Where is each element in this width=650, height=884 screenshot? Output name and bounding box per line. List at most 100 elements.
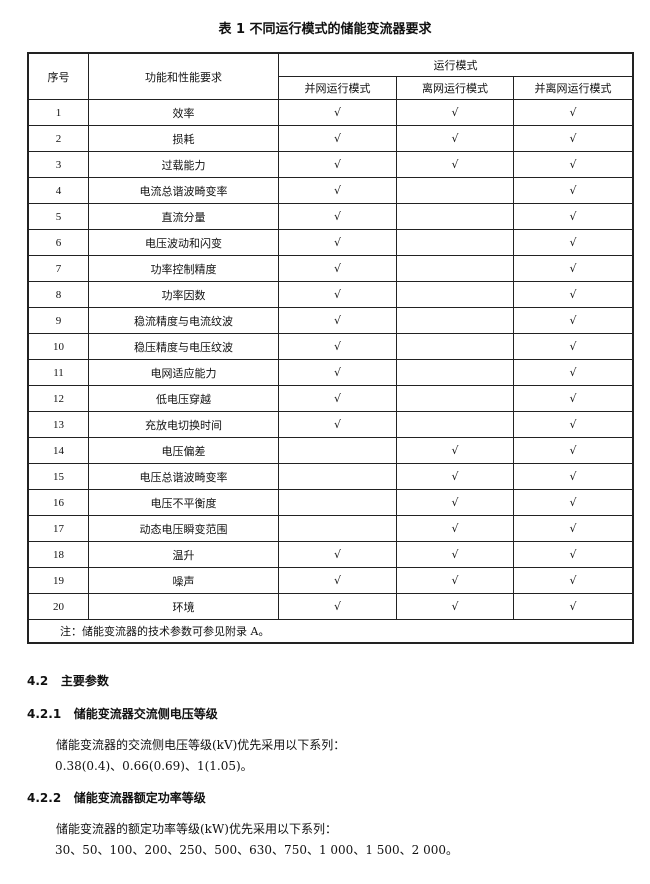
check-mark-cell: √ bbox=[513, 541, 634, 568]
cell-seq: 11 bbox=[27, 359, 89, 386]
check-mark-cell: √ bbox=[396, 541, 514, 568]
cell-seq: 18 bbox=[27, 541, 89, 568]
empty-cell bbox=[396, 385, 514, 412]
cell-requirement: 电流总谐波畸变率 bbox=[88, 177, 279, 204]
empty-cell bbox=[396, 359, 514, 386]
note-row: 注：储能变流器的技术参数可参见附录 A。 bbox=[27, 619, 634, 644]
check-mark-cell: √ bbox=[278, 151, 397, 178]
empty-cell bbox=[396, 177, 514, 204]
cell-requirement: 环境 bbox=[88, 593, 279, 620]
check-mark-cell: √ bbox=[396, 593, 514, 620]
cell-requirement: 功率因数 bbox=[88, 281, 279, 308]
check-mark-cell: √ bbox=[396, 151, 514, 178]
check-mark-cell: √ bbox=[513, 411, 634, 438]
cell-requirement: 过载能力 bbox=[88, 151, 279, 178]
check-mark-cell: √ bbox=[513, 151, 634, 178]
check-mark-cell: √ bbox=[278, 281, 397, 308]
section-4-2-1-heading: 4.2.1 储能变流器交流侧电压等级 bbox=[27, 705, 218, 722]
check-mark-cell: √ bbox=[513, 489, 634, 516]
check-mark-cell: √ bbox=[278, 99, 397, 126]
table-row: 17 动态电压瞬变范围 √ √ bbox=[27, 515, 634, 542]
check-mark-cell: √ bbox=[396, 515, 514, 542]
cell-seq: 1 bbox=[27, 99, 89, 126]
check-mark-cell: √ bbox=[278, 229, 397, 256]
cell-seq: 14 bbox=[27, 437, 89, 464]
header-mode-group: 运行模式 bbox=[278, 52, 634, 77]
section-number: 4.2.2 bbox=[27, 791, 62, 805]
cell-seq: 16 bbox=[27, 489, 89, 516]
check-mark-cell: √ bbox=[513, 567, 634, 594]
check-mark-cell: √ bbox=[278, 255, 397, 282]
empty-cell bbox=[396, 229, 514, 256]
cell-seq: 3 bbox=[27, 151, 89, 178]
header-mode-both: 并离网运行模式 bbox=[513, 76, 634, 100]
cell-seq: 8 bbox=[27, 281, 89, 308]
table-row: 2 损耗 √ √ √ bbox=[27, 125, 634, 152]
table-row: 10 稳压精度与电压纹波 √ √ bbox=[27, 333, 634, 360]
check-mark-cell: √ bbox=[513, 307, 634, 334]
empty-cell bbox=[396, 255, 514, 282]
table-title: 表 1 不同运行模式的储能变流器要求 bbox=[218, 22, 432, 37]
cell-seq: 6 bbox=[27, 229, 89, 256]
section-4-2-1-values: 0.38(0.4)、0.66(0.69)、1(1.05)。 bbox=[55, 759, 253, 773]
section-title: 储能变流器交流侧电压等级 bbox=[73, 707, 218, 721]
header-mode-offgrid: 离网运行模式 bbox=[396, 76, 514, 100]
table-row: 4 电流总谐波畸变率 √ √ bbox=[27, 177, 634, 204]
cell-requirement: 温升 bbox=[88, 541, 279, 568]
table-row: 16 电压不平衡度 √ √ bbox=[27, 489, 634, 516]
check-mark-cell: √ bbox=[396, 463, 514, 490]
cell-seq: 12 bbox=[27, 385, 89, 412]
check-mark-cell: √ bbox=[278, 567, 397, 594]
table-row: 18 温升 √ √ √ bbox=[27, 541, 634, 568]
table-row: 19 噪声 √ √ √ bbox=[27, 567, 634, 594]
table-row: 11 电网适应能力 √ √ bbox=[27, 359, 634, 386]
section-number: 4.2.1 bbox=[27, 707, 62, 721]
cell-seq: 4 bbox=[27, 177, 89, 204]
check-mark-cell: √ bbox=[396, 125, 514, 152]
section-title: 主要参数 bbox=[60, 674, 109, 688]
cell-requirement: 功率控制精度 bbox=[88, 255, 279, 282]
section-number: 4.2 bbox=[27, 674, 49, 688]
header-seq: 序号 bbox=[27, 52, 89, 100]
cell-seq: 19 bbox=[27, 567, 89, 594]
cell-requirement: 电压偏差 bbox=[88, 437, 279, 464]
check-mark-cell: √ bbox=[278, 307, 397, 334]
check-mark-cell: √ bbox=[278, 359, 397, 386]
table-row: 6 电压波动和闪变 √ √ bbox=[27, 229, 634, 256]
cell-requirement: 低电压穿越 bbox=[88, 385, 279, 412]
header-mode-grid: 并网运行模式 bbox=[278, 76, 397, 100]
check-mark-cell: √ bbox=[513, 99, 634, 126]
table-note: 注：储能变流器的技术参数可参见附录 A。 bbox=[27, 619, 634, 644]
cell-seq: 5 bbox=[27, 203, 89, 230]
cell-seq: 17 bbox=[27, 515, 89, 542]
cell-requirement: 动态电压瞬变范围 bbox=[88, 515, 279, 542]
section-4-2-2-text: 储能变流器的额定功率等级(kW)优先采用以下系列： bbox=[56, 822, 337, 836]
cell-requirement: 直流分量 bbox=[88, 203, 279, 230]
check-mark-cell: √ bbox=[278, 593, 397, 620]
cell-requirement: 充放电切换时间 bbox=[88, 411, 279, 438]
check-mark-cell: √ bbox=[278, 411, 397, 438]
cell-requirement: 电压波动和闪变 bbox=[88, 229, 279, 256]
check-mark-cell: √ bbox=[278, 125, 397, 152]
cell-seq: 10 bbox=[27, 333, 89, 360]
section-4-2-heading: 4.2 主要参数 bbox=[27, 672, 109, 689]
check-mark-cell: √ bbox=[278, 385, 397, 412]
empty-cell bbox=[396, 203, 514, 230]
check-mark-cell: √ bbox=[278, 203, 397, 230]
empty-cell bbox=[396, 307, 514, 334]
table-row: 13 充放电切换时间 √ √ bbox=[27, 411, 634, 438]
cell-seq: 20 bbox=[27, 593, 89, 620]
table-row: 20 环境 √ √ √ bbox=[27, 593, 634, 620]
empty-cell bbox=[278, 489, 397, 516]
check-mark-cell: √ bbox=[513, 177, 634, 204]
section-4-2-2-values: 30、50、100、200、250、500、630、750、1 000、1 50… bbox=[55, 843, 459, 857]
check-mark-cell: √ bbox=[513, 437, 634, 464]
check-mark-cell: √ bbox=[513, 463, 634, 490]
cell-requirement: 稳压精度与电压纹波 bbox=[88, 333, 279, 360]
check-mark-cell: √ bbox=[513, 515, 634, 542]
table-row: 15 电压总谐波畸变率 √ √ bbox=[27, 463, 634, 490]
check-mark-cell: √ bbox=[513, 385, 634, 412]
empty-cell bbox=[278, 437, 397, 464]
table-row: 12 低电压穿越 √ √ bbox=[27, 385, 634, 412]
